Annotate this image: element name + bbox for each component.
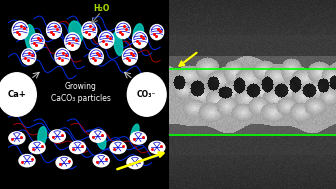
Text: Ca+: Ca+ (7, 90, 26, 99)
Circle shape (99, 31, 114, 48)
Circle shape (122, 48, 137, 65)
Ellipse shape (29, 141, 45, 153)
Ellipse shape (19, 155, 35, 167)
Text: Growing
CaCO₃ particles: Growing CaCO₃ particles (51, 82, 111, 103)
Circle shape (127, 73, 166, 116)
Ellipse shape (114, 31, 123, 56)
Ellipse shape (131, 124, 139, 140)
Ellipse shape (56, 156, 72, 169)
Circle shape (150, 25, 164, 40)
Ellipse shape (130, 132, 146, 144)
Ellipse shape (90, 130, 106, 142)
Circle shape (30, 34, 44, 50)
Circle shape (116, 22, 131, 39)
Ellipse shape (149, 141, 165, 153)
Ellipse shape (127, 156, 143, 169)
Circle shape (82, 22, 97, 39)
Ellipse shape (25, 25, 36, 51)
Ellipse shape (69, 21, 83, 43)
Circle shape (89, 49, 103, 65)
Ellipse shape (70, 141, 86, 153)
Circle shape (47, 22, 61, 39)
Ellipse shape (110, 141, 126, 153)
Ellipse shape (9, 132, 25, 144)
Ellipse shape (133, 24, 143, 44)
Ellipse shape (93, 155, 109, 167)
Circle shape (65, 33, 80, 50)
Circle shape (0, 73, 36, 116)
Circle shape (55, 48, 70, 65)
Ellipse shape (38, 127, 46, 146)
Ellipse shape (49, 130, 66, 142)
Ellipse shape (96, 131, 106, 149)
Circle shape (12, 21, 28, 39)
Circle shape (22, 49, 36, 65)
Circle shape (133, 31, 148, 48)
Text: H₂O: H₂O (93, 4, 110, 13)
Text: CO₃⁻: CO₃⁻ (137, 90, 157, 99)
